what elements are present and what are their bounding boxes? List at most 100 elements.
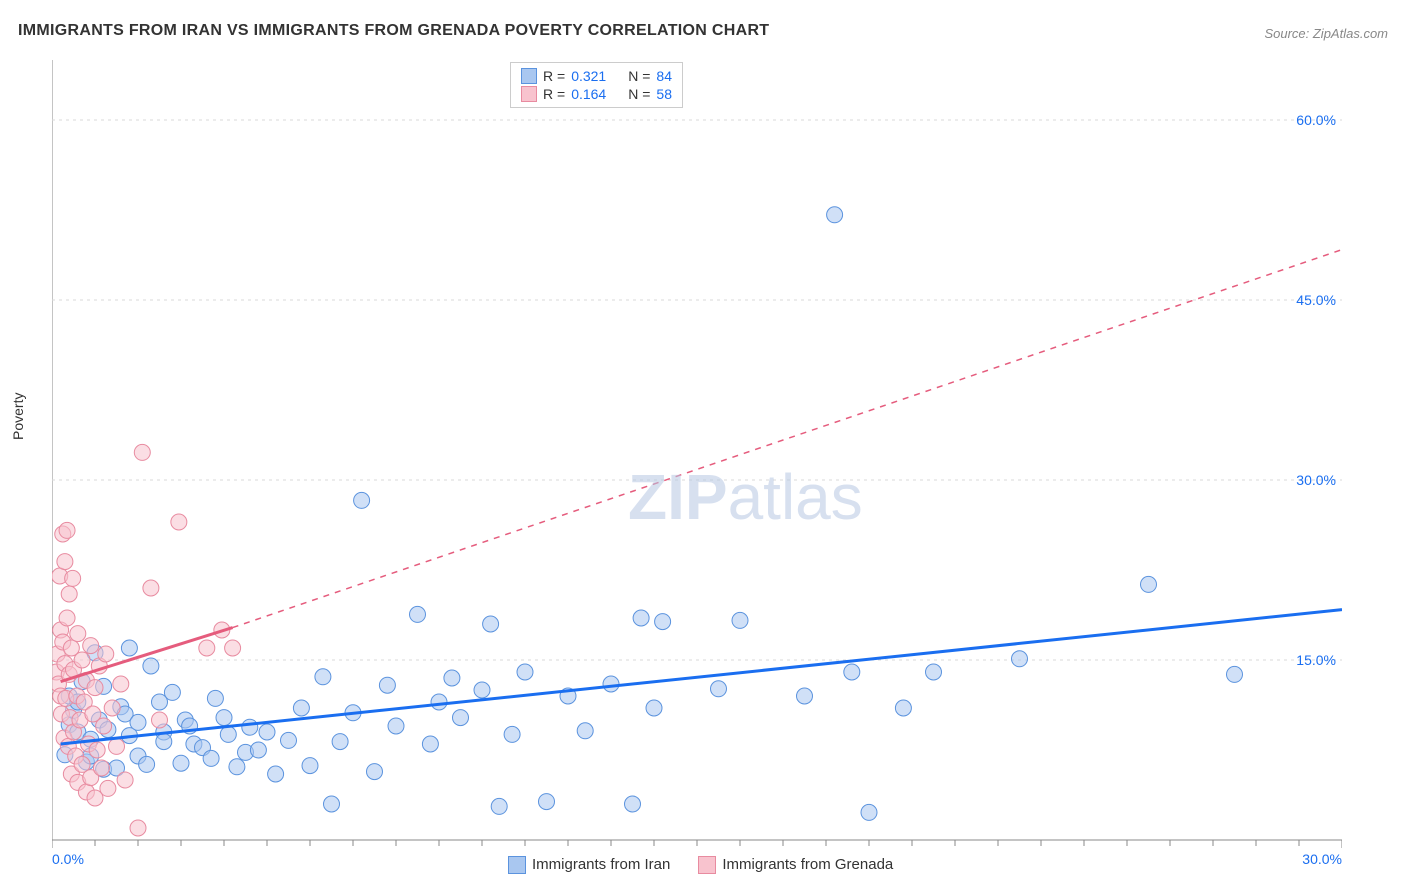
data-point (483, 616, 499, 632)
data-point (139, 756, 155, 772)
data-point (130, 820, 146, 836)
series-legend-label: Immigrants from Grenada (722, 856, 893, 873)
legend-swatch (508, 856, 526, 874)
data-point (315, 669, 331, 685)
y-tick-label: 15.0% (1296, 652, 1336, 668)
series-legend-label: Immigrants from Iran (532, 856, 670, 873)
legend-swatch (521, 86, 537, 102)
data-point (711, 681, 727, 697)
data-point (431, 694, 447, 710)
data-point (388, 718, 404, 734)
series-legend-item: Immigrants from Grenada (698, 856, 893, 874)
data-point (104, 700, 120, 716)
data-point (93, 760, 109, 776)
data-point (281, 732, 297, 748)
legend-swatch (521, 68, 537, 84)
data-point (164, 684, 180, 700)
chart-title: IMMIGRANTS FROM IRAN VS IMMIGRANTS FROM … (18, 22, 769, 40)
data-point (926, 664, 942, 680)
data-point (143, 658, 159, 674)
data-point (100, 780, 116, 796)
data-point (59, 522, 75, 538)
data-point (633, 610, 649, 626)
data-point (121, 640, 137, 656)
data-point (861, 804, 877, 820)
data-point (655, 614, 671, 630)
data-point (646, 700, 662, 716)
y-axis-label: Poverty (10, 393, 26, 440)
data-point (491, 798, 507, 814)
data-point (732, 612, 748, 628)
data-point (216, 710, 232, 726)
scatter-plot: 15.0%30.0%45.0%60.0%0.0%30.0% ZIPatlas R… (52, 60, 1342, 840)
data-point (504, 726, 520, 742)
data-point (625, 796, 641, 812)
data-point (98, 646, 114, 662)
data-point (65, 570, 81, 586)
data-point (367, 764, 383, 780)
data-point (220, 726, 236, 742)
data-point (199, 640, 215, 656)
data-point (444, 670, 460, 686)
data-point (74, 652, 90, 668)
x-tick-label: 0.0% (52, 851, 84, 867)
data-point (96, 718, 112, 734)
data-point (1141, 576, 1157, 592)
data-point (324, 796, 340, 812)
data-point (539, 794, 555, 810)
data-point (844, 664, 860, 680)
data-point (59, 610, 75, 626)
legend-row: R =0.321N =84 (521, 67, 672, 85)
data-point (410, 606, 426, 622)
data-point (797, 688, 813, 704)
data-point (259, 724, 275, 740)
y-tick-label: 30.0% (1296, 472, 1336, 488)
data-point (577, 723, 593, 739)
legend-swatch (698, 856, 716, 874)
data-point (453, 710, 469, 726)
data-point (332, 734, 348, 750)
data-point (474, 682, 490, 698)
data-point (57, 554, 73, 570)
data-point (173, 755, 189, 771)
data-point (229, 759, 245, 775)
data-point (83, 638, 99, 654)
data-point (117, 772, 133, 788)
data-point (895, 700, 911, 716)
data-point (302, 758, 318, 774)
data-point (268, 766, 284, 782)
data-point (70, 626, 86, 642)
data-point (203, 750, 219, 766)
data-point (89, 742, 105, 758)
data-point (61, 586, 77, 602)
data-point (293, 700, 309, 716)
data-point (1012, 651, 1028, 667)
x-tick-label: 30.0% (1302, 851, 1342, 867)
plot-svg: 15.0% 30.0% 45.0% 60.0% 0.0% 30.0% (52, 60, 1342, 882)
series-legend: Immigrants from Iran Immigrants from Gren… (508, 856, 893, 874)
data-point (207, 690, 223, 706)
data-point (143, 580, 159, 596)
data-point (242, 719, 258, 735)
series-legend-item: Immigrants from Iran (508, 856, 670, 874)
legend-row: R =0.164N =58 (521, 85, 672, 103)
data-point (517, 664, 533, 680)
data-point (109, 738, 125, 754)
data-point (603, 676, 619, 692)
data-point (379, 677, 395, 693)
data-point (134, 444, 150, 460)
data-point (130, 714, 146, 730)
data-point (152, 712, 168, 728)
data-point (422, 736, 438, 752)
source-attribution: Source: ZipAtlas.com (1264, 26, 1388, 41)
correlation-legend: R =0.321N =84R =0.164N =58 (510, 62, 683, 108)
data-point (1227, 666, 1243, 682)
data-point (250, 742, 266, 758)
data-point (171, 514, 187, 530)
data-point (87, 680, 103, 696)
data-point (156, 734, 172, 750)
y-tick-label: 60.0% (1296, 112, 1336, 128)
data-point (827, 207, 843, 223)
data-point (113, 676, 129, 692)
y-tick-label: 45.0% (1296, 292, 1336, 308)
